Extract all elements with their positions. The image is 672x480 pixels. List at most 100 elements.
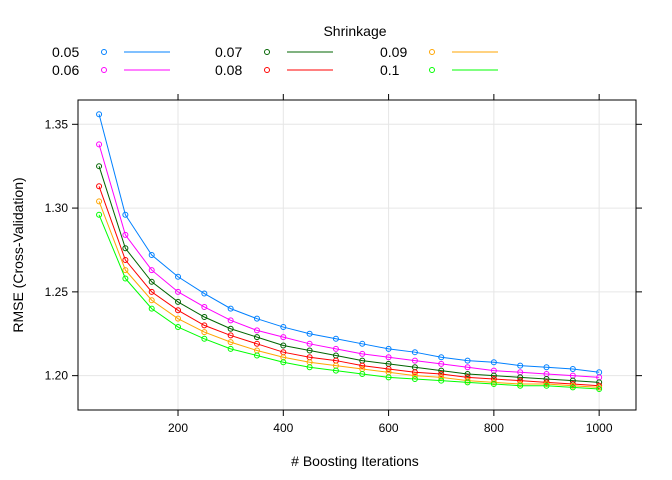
- data-point: [438, 377, 445, 384]
- data-point: [359, 370, 366, 377]
- data-point: [543, 381, 550, 388]
- series-line: [98, 114, 600, 373]
- data-point: [306, 330, 313, 337]
- data-point: [253, 352, 260, 359]
- data-point: [438, 360, 445, 367]
- legend-label: 0.09: [380, 44, 407, 60]
- data-point: [359, 350, 366, 357]
- y-axis-title: RMSE (Cross-Validation): [10, 177, 26, 332]
- data-point: [464, 364, 471, 371]
- x-axis-title: # Boosting Iterations: [291, 453, 419, 469]
- data-point: [438, 367, 445, 374]
- data-point: [280, 342, 287, 349]
- data-point: [596, 384, 603, 391]
- data-point: [148, 305, 155, 312]
- legend-marker: [429, 67, 435, 73]
- data-point: [122, 257, 129, 264]
- data-point: [438, 374, 445, 381]
- series-line: [98, 144, 600, 378]
- legend-marker: [264, 67, 270, 73]
- data-point: [227, 345, 234, 352]
- axes: 200 400 600 800 1000 1.20 1.25 1.30 1.35: [45, 94, 642, 435]
- legend-title: Shrinkage: [323, 23, 386, 39]
- data-point: [385, 354, 392, 361]
- data-point: [253, 334, 260, 341]
- data-point: [96, 141, 103, 148]
- data-point: [253, 340, 260, 347]
- data-point: [464, 379, 471, 386]
- data-point: [569, 384, 576, 391]
- series-0.06: [96, 141, 603, 381]
- data-point: [411, 357, 418, 364]
- legend: Shrinkage 0.05 0.06 0.07 0.08 0.09 0.1: [52, 23, 498, 78]
- data-point: [148, 278, 155, 285]
- series-group: [96, 111, 603, 393]
- legend-label: 0.05: [52, 44, 79, 60]
- series-0.1: [96, 211, 603, 393]
- data-point: [175, 298, 182, 305]
- legend-item: 0.1: [380, 62, 498, 78]
- data-point: [569, 382, 576, 389]
- data-point: [227, 339, 234, 346]
- legend-item: 0.09: [380, 44, 498, 60]
- x-tick-label: 1000: [586, 421, 613, 435]
- data-point: [201, 329, 208, 336]
- y-tick-label: 1.20: [45, 369, 69, 383]
- series-line: [98, 186, 600, 387]
- data-point: [175, 288, 182, 295]
- data-point: [569, 381, 576, 388]
- legend-marker: [101, 67, 107, 73]
- data-point: [385, 374, 392, 381]
- x-tick-label: 200: [168, 421, 188, 435]
- series-line: [98, 201, 600, 388]
- data-point: [253, 327, 260, 334]
- data-point: [306, 347, 313, 354]
- data-point: [359, 340, 366, 347]
- data-point: [306, 340, 313, 347]
- data-point: [175, 324, 182, 331]
- data-point: [96, 211, 103, 218]
- data-point: [175, 307, 182, 314]
- data-point: [517, 382, 524, 389]
- data-point: [201, 335, 208, 342]
- series-line: [98, 214, 600, 390]
- plot-panel: [77, 99, 637, 411]
- data-point: [490, 372, 497, 379]
- data-point: [359, 362, 366, 369]
- data-point: [464, 357, 471, 364]
- legend-label: 0.06: [52, 62, 79, 78]
- data-point: [490, 359, 497, 366]
- legend-item: 0.07: [215, 44, 333, 60]
- data-point: [517, 381, 524, 388]
- data-point: [411, 369, 418, 376]
- legend-label: 0.07: [215, 44, 242, 60]
- y-tick-label: 1.25: [45, 285, 69, 299]
- legend-label: 0.08: [215, 62, 242, 78]
- data-point: [411, 372, 418, 379]
- data-point: [175, 273, 182, 280]
- data-point: [227, 317, 234, 324]
- legend-marker: [101, 49, 107, 55]
- data-point: [227, 305, 234, 312]
- data-point: [385, 365, 392, 372]
- data-point: [122, 245, 129, 252]
- data-point: [543, 382, 550, 389]
- data-point: [148, 297, 155, 304]
- data-point: [490, 381, 497, 388]
- legend-marker: [264, 49, 270, 55]
- data-point: [96, 163, 103, 170]
- data-point: [96, 111, 103, 118]
- data-point: [596, 382, 603, 389]
- data-point: [280, 324, 287, 331]
- data-point: [148, 288, 155, 295]
- data-point: [96, 183, 103, 190]
- data-point: [96, 198, 103, 205]
- data-point: [122, 211, 129, 218]
- data-point: [201, 290, 208, 297]
- data-point: [385, 345, 392, 352]
- legend-item: 0.06: [52, 62, 170, 78]
- data-point: [569, 365, 576, 372]
- data-point: [543, 364, 550, 371]
- series-0.05: [96, 111, 603, 376]
- data-point: [543, 379, 550, 386]
